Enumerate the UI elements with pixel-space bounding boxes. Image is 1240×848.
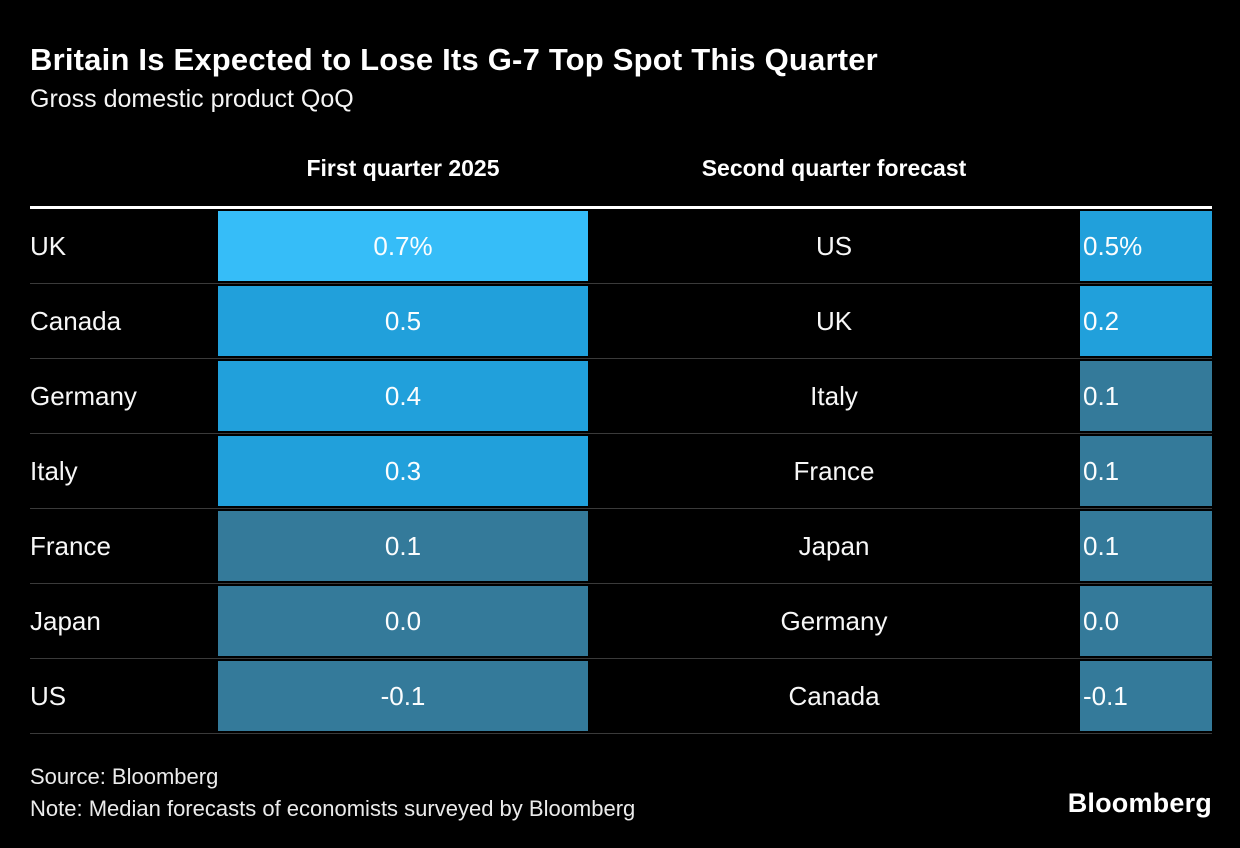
source-text: Source: Bloomberg	[30, 764, 219, 789]
left-country-label: Canada	[30, 305, 122, 336]
bloomberg-logo: Bloomberg	[1067, 788, 1212, 818]
right-value-bar: 0.2	[1080, 286, 1212, 356]
right-country-label: Japan	[798, 530, 870, 561]
left-country-label: US	[30, 680, 67, 711]
right-value-bar: 0.1	[1080, 436, 1212, 506]
right-value-bar: 0.0	[1080, 586, 1212, 656]
table-row: France 0.1 Japan 0.1	[30, 509, 1212, 584]
note-text: Note: Median forecasts of economists sur…	[30, 796, 636, 821]
column-header-first-quarter: First quarter 2025	[306, 155, 500, 181]
left-country-label: France	[30, 530, 111, 561]
right-country-label: Canada	[788, 680, 880, 711]
left-value-bar: 0.4	[218, 361, 588, 431]
left-country-label: Germany	[30, 380, 137, 411]
left-value-bar: 0.3	[218, 436, 588, 506]
left-value-bar: 0.1	[218, 511, 588, 581]
left-value-bar: 0.7%	[218, 211, 588, 281]
table-row: Germany 0.4 Italy 0.1	[30, 359, 1212, 434]
table-row: Japan 0.0 Germany 0.0	[30, 584, 1212, 659]
right-country-label: UK	[815, 305, 853, 336]
chart-subtitle: Gross domestic product QoQ	[30, 85, 354, 113]
right-value-bar: -0.1	[1080, 661, 1212, 731]
right-value-bar: 0.1	[1080, 361, 1212, 431]
left-value-bar: 0.0	[218, 586, 588, 656]
column-header-second-quarter: Second quarter forecast	[701, 155, 967, 181]
left-value-bar: -0.1	[218, 661, 588, 731]
right-value-bar: 0.1	[1080, 511, 1212, 581]
left-value-bar: 0.5	[218, 286, 588, 356]
table-row: Canada 0.5 UK 0.2	[30, 284, 1212, 359]
right-value-bar: 0.5%	[1080, 211, 1212, 281]
right-country-label: US	[815, 230, 853, 261]
gdp-table: UK 0.7% US 0.5% Canada 0.5 UK 0.2 German…	[30, 206, 1212, 734]
table-row: Italy 0.3 France 0.1	[30, 434, 1212, 509]
right-country-label: Germany	[780, 605, 888, 636]
right-country-label: Italy	[810, 380, 858, 411]
column-headers: First quarter 2025 Second quarter foreca…	[30, 155, 1212, 185]
left-country-label: Italy	[30, 455, 78, 486]
left-country-label: Japan	[30, 605, 101, 636]
page-title: Britain Is Expected to Lose Its G-7 Top …	[30, 42, 878, 77]
table-row: UK 0.7% US 0.5%	[30, 209, 1212, 284]
left-country-label: UK	[30, 230, 67, 261]
right-country-label: France	[793, 455, 875, 486]
table-row: US -0.1 Canada -0.1	[30, 659, 1212, 734]
